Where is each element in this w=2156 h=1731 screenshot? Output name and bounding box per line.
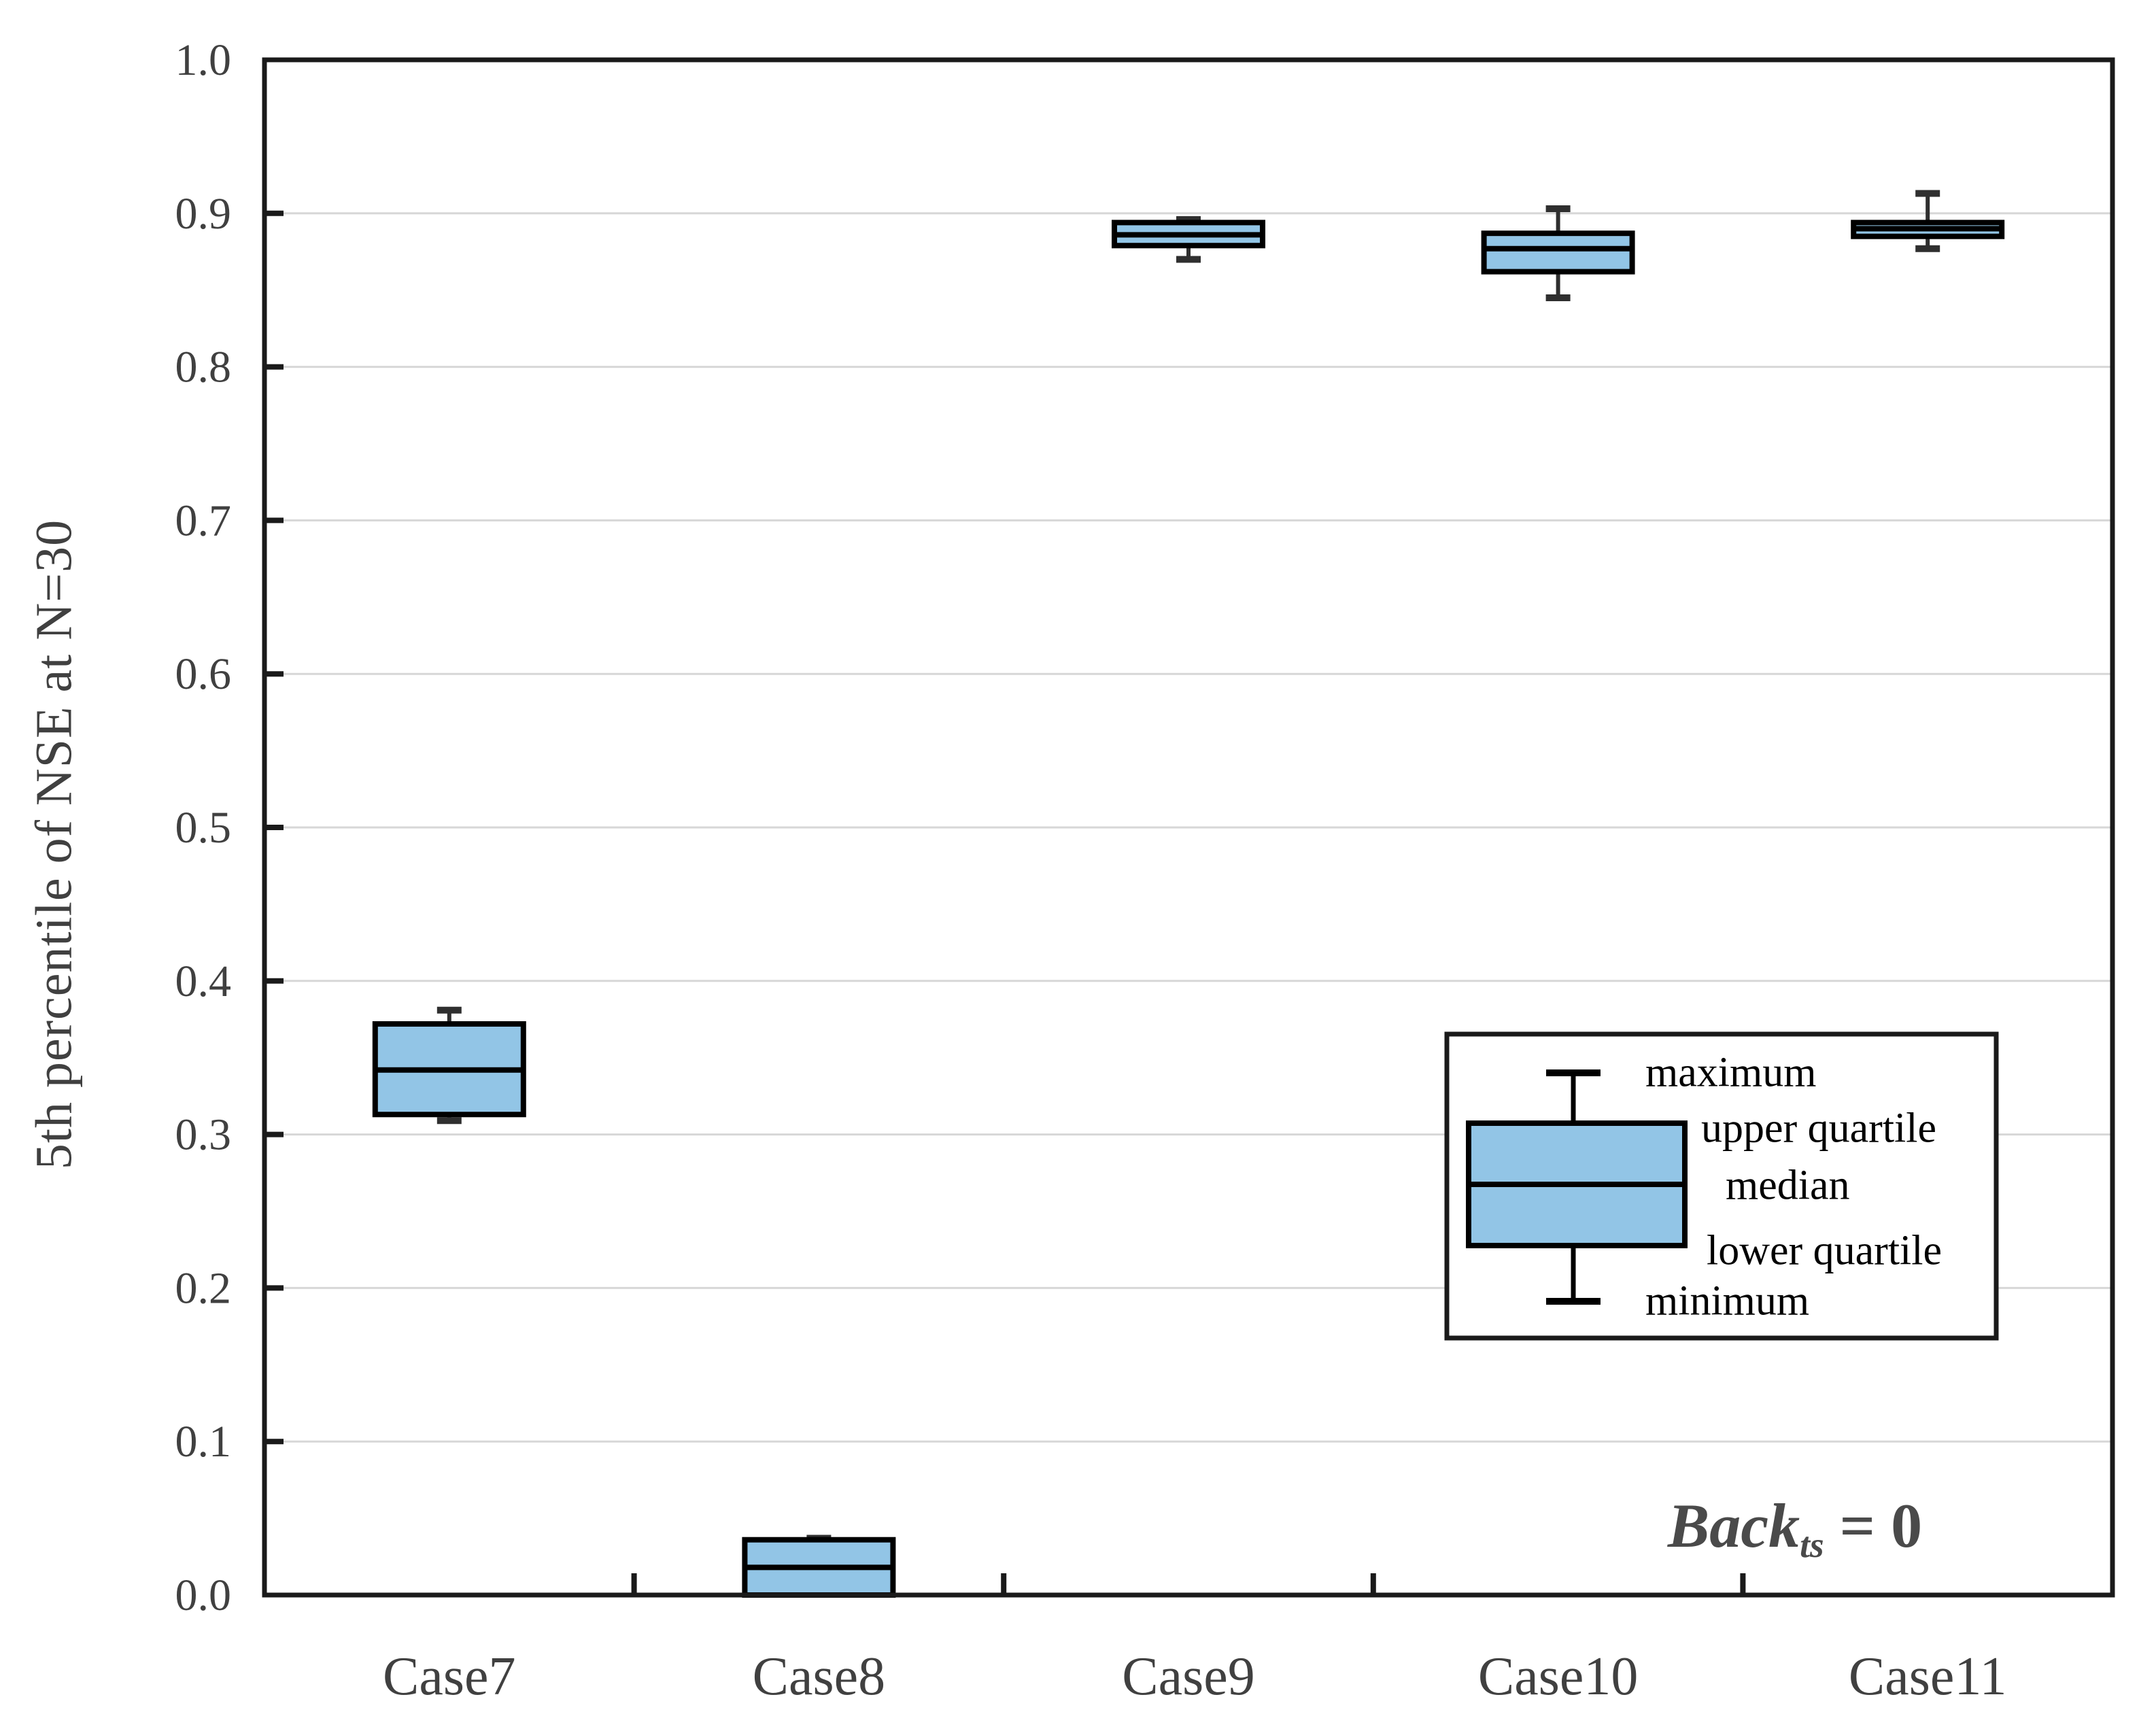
legend-label-lower-quartile: lower quartile <box>1707 1227 1943 1274</box>
boxplot-case10-box <box>1481 230 1635 275</box>
legend-label-minimum: minimum <box>1645 1278 1810 1324</box>
y-tick-label: 0.4 <box>175 957 232 1006</box>
y-tick-label: 0.1 <box>175 1417 232 1467</box>
legend-label-maximum: maximum <box>1645 1049 1817 1096</box>
annotation-subscript: ts <box>1800 1524 1824 1565</box>
legend-label-upper-quartile: upper quartile <box>1701 1105 1937 1152</box>
legend-label-median: median <box>1726 1162 1850 1209</box>
y-tick-label: 1.0 <box>175 35 232 85</box>
y-tick-label: 0.8 <box>175 343 232 392</box>
x-category-label: Case11 <box>1849 1647 2007 1707</box>
x-category-label: Case8 <box>753 1647 886 1707</box>
x-category-label: Case9 <box>1122 1647 1255 1707</box>
x-category-label: Case7 <box>383 1647 516 1707</box>
annotation-back-ts: Backts = 0 <box>1667 1490 1923 1565</box>
plot-frame <box>262 57 2115 1598</box>
x-category-label: Case10 <box>1478 1647 1639 1707</box>
y-axis-label: 5th percentile of NSE at N=30 <box>25 519 83 1170</box>
y-tick-label: 0.7 <box>175 496 232 545</box>
y-tick-label: 0.3 <box>175 1110 232 1160</box>
y-tick-label: 0.6 <box>175 649 232 699</box>
annotation-equals: = 0 <box>1824 1491 1923 1560</box>
y-tick-label: 0.9 <box>175 189 232 239</box>
y-tick-label: 0.2 <box>175 1263 232 1313</box>
annotation-word: Back <box>1667 1491 1800 1560</box>
y-tick-label: 0.0 <box>175 1571 232 1620</box>
y-tick-label: 0.5 <box>175 803 232 853</box>
